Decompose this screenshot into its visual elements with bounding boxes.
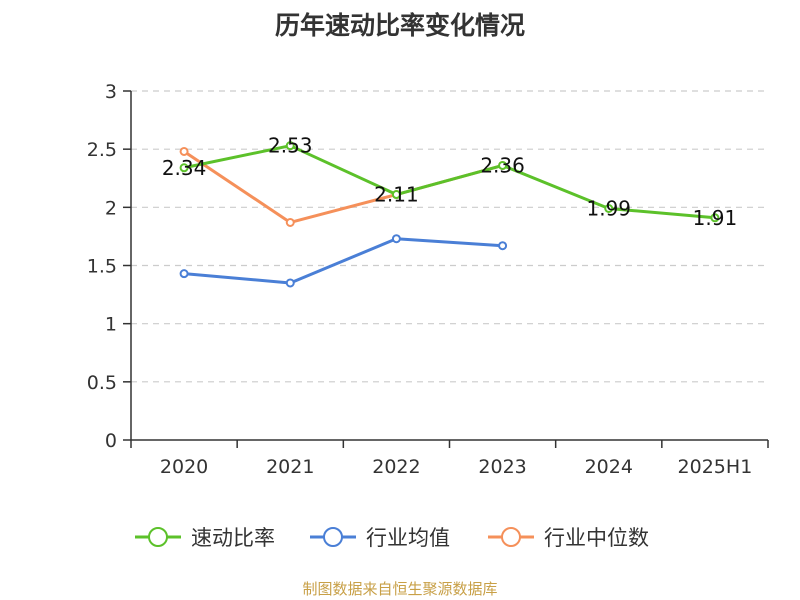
data-label-2023: 2.36 xyxy=(480,153,525,177)
data-point-行业中位数-2020[interactable] xyxy=(179,146,189,156)
x-tick-label-2021: 2021 xyxy=(266,456,314,478)
legend-item-行业均值[interactable]: 行业均值 xyxy=(310,526,450,550)
series-line-行业中位数 xyxy=(183,150,503,224)
series-line-行业均值 xyxy=(183,237,503,285)
data-point-速动比率-2020[interactable] xyxy=(179,163,189,173)
data-point-速动比率-2021[interactable] xyxy=(285,141,295,151)
data-point-行业均值-2023[interactable] xyxy=(498,241,508,251)
data-point-行业均值-2020[interactable] xyxy=(179,269,189,279)
data-point-行业中位数-2021[interactable] xyxy=(285,217,295,227)
x-tick-label-2022: 2022 xyxy=(372,456,420,478)
source-note: 制图数据来自恒生聚源数据库 xyxy=(302,580,498,598)
data-point-行业均值-2021[interactable] xyxy=(285,278,295,288)
y-tick-label-1: 0.5 xyxy=(87,372,117,394)
x-tick-label-2023: 2023 xyxy=(478,456,526,478)
x-tick-label-2020: 2020 xyxy=(160,456,208,478)
data-point-速动比率-2024[interactable] xyxy=(604,203,614,213)
legend-label-行业均值: 行业均值 xyxy=(366,526,450,550)
data-point-速动比率-2022[interactable] xyxy=(391,190,401,200)
data-point-行业均值-2022[interactable] xyxy=(391,234,401,244)
data-point-速动比率-2023[interactable] xyxy=(498,160,508,170)
legend-item-行业中位数[interactable]: 行业中位数 xyxy=(488,526,649,550)
legend-marker-行业中位数 xyxy=(501,527,521,547)
y-tick-label-2: 1 xyxy=(105,314,117,336)
x-tick-label-2025H1: 2025H1 xyxy=(678,456,753,478)
data-label-2020: 2.34 xyxy=(162,156,207,180)
legend-marker-速动比率 xyxy=(148,527,168,547)
data-label-2024: 1.99 xyxy=(586,196,631,220)
data-label-2022: 2.11 xyxy=(374,183,419,207)
series-lines xyxy=(179,141,720,288)
legend-marker-行业均值 xyxy=(323,527,343,547)
data-labels: 2.34 2.53 2.11 2.36 1.99 1.91 xyxy=(162,134,737,230)
y-tick-label-6: 3 xyxy=(105,81,117,103)
y-tick-label-3: 1.5 xyxy=(87,256,117,278)
data-label-2021: 2.53 xyxy=(268,134,313,158)
y-tick-label-0: 0 xyxy=(105,430,117,452)
grid-lines xyxy=(131,90,768,383)
x-tick-label-2024: 2024 xyxy=(585,456,633,478)
legend-label-速动比率: 速动比率 xyxy=(191,526,275,550)
y-tick-label-4: 2 xyxy=(105,197,117,219)
legend-item-速动比率[interactable]: 速动比率 xyxy=(135,526,275,550)
data-point-速动比率-2025H1[interactable] xyxy=(710,213,720,223)
data-label-2025H1: 1.91 xyxy=(693,206,738,230)
legend[interactable]: 速动比率 行业均值 行业中位数 xyxy=(135,526,649,550)
legend-label-行业中位数: 行业中位数 xyxy=(544,526,649,550)
series-line-速动比率 xyxy=(183,144,716,220)
chart-title: 历年速动比率变化情况 xyxy=(274,11,525,40)
y-tick-label-5: 2.5 xyxy=(87,139,117,161)
